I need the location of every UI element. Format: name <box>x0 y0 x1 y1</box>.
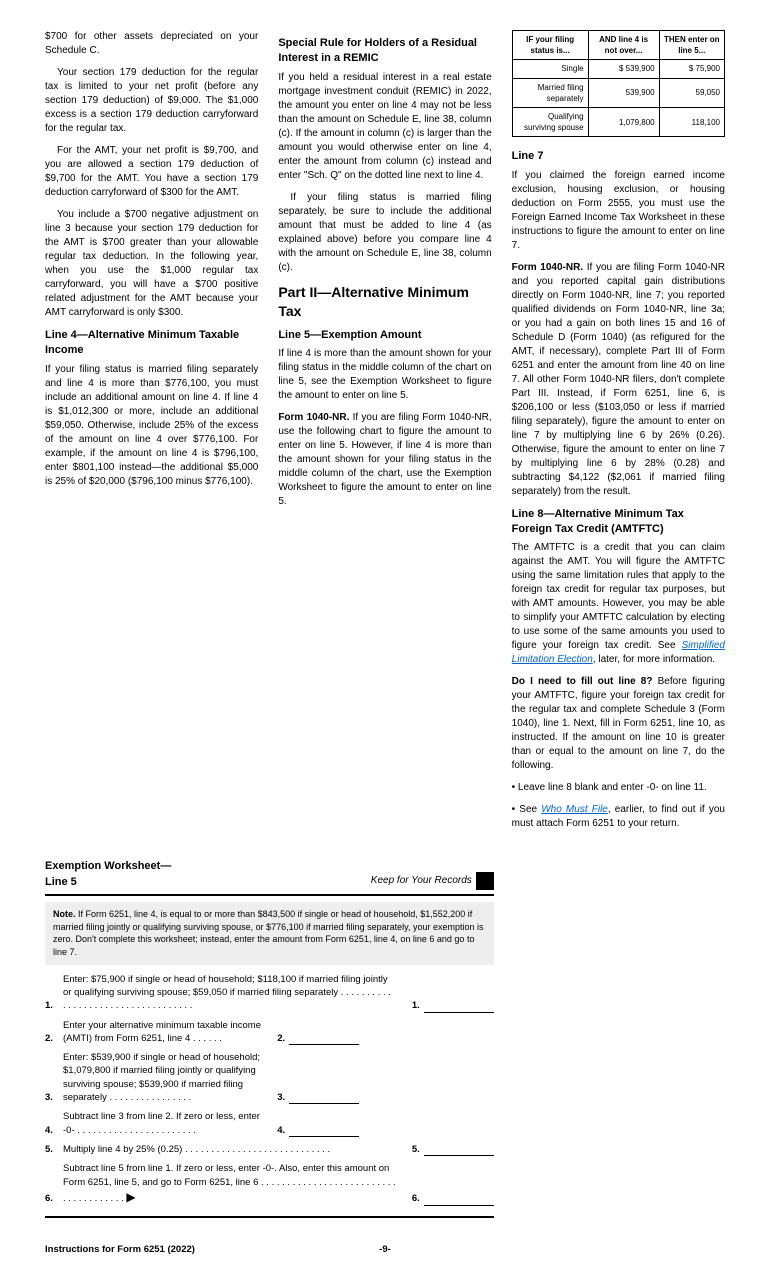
blank-input[interactable] <box>289 1103 359 1104</box>
keep-records: Keep for Your Records <box>371 872 494 890</box>
worksheet-title2: Line 5 <box>45 875 171 890</box>
col1-p2: Your section 179 deduction for the regul… <box>45 66 258 136</box>
who-must-file-link[interactable]: Who Must File <box>541 804 608 815</box>
col2-p1: If you held a residual interest in a rea… <box>278 71 491 183</box>
col2-p3: If line 4 is more than the amount shown … <box>278 347 491 403</box>
col1-p5: If your filing status is married filing … <box>45 363 258 489</box>
heading-line5: Line 5—Exemption Amount <box>278 328 491 343</box>
col3-p2-text: If you are filing Form 1040-NR and you r… <box>512 262 725 497</box>
blank-input[interactable] <box>424 1205 494 1206</box>
table-cell: $ 75,900 <box>659 60 724 78</box>
blank-input[interactable] <box>289 1136 359 1137</box>
worksheet-line-5: 5. Multiply line 4 by 25% (0.25) . . . .… <box>45 1143 494 1156</box>
bullet-2: • See Who Must File, earlier, to find ou… <box>512 803 725 831</box>
form1040nr-label2: Form 1040-NR. <box>512 262 583 273</box>
col2-p4-text: If you are filing Form 1040-NR, use the … <box>278 412 491 507</box>
col3-p2: Form 1040-NR. If you are filing Form 104… <box>512 261 725 499</box>
blank-input[interactable] <box>424 1012 494 1013</box>
exemption-worksheet: Exemption Worksheet— Line 5 Keep for You… <box>45 859 494 1217</box>
worksheet-line-4: 4. Subtract line 3 from line 2. If zero … <box>45 1110 359 1137</box>
footer-page-number: -9- <box>195 1243 575 1256</box>
col3-p4: Do I need to fill out line 8? Before fig… <box>512 675 725 773</box>
column-1: $700 for other assets depreciated on you… <box>45 30 258 839</box>
filing-status-table: IF your filing status is... AND line 4 i… <box>512 30 725 137</box>
heading-line4: Line 4—Alternative Minimum Taxable Incom… <box>45 328 258 359</box>
table-cell: Single <box>512 60 588 78</box>
heading-line8: Line 8—Alternative Minimum Tax Foreign T… <box>512 507 725 538</box>
col3-p1: If you claimed the foreign earned income… <box>512 169 725 253</box>
blank-input[interactable] <box>289 1044 359 1045</box>
table-cell: $ 539,900 <box>588 60 659 78</box>
table-cell: 539,900 <box>588 78 659 107</box>
table-cell: 1,079,800 <box>588 107 659 136</box>
heading-remic: Special Rule for Holders of a Residual I… <box>278 36 491 67</box>
table-cell: Qualifying surviving spouse <box>512 107 588 136</box>
col2-p4: Form 1040-NR. If you are filing Form 104… <box>278 411 491 509</box>
col1-p3: For the AMT, your net profit is $9,700, … <box>45 144 258 200</box>
table-row: Married filing separately 539,900 59,050 <box>512 78 724 107</box>
pencil-icon <box>476 872 494 890</box>
col1-p4: You include a $700 negative adjustment o… <box>45 208 258 320</box>
table-row: Qualifying surviving spouse 1,079,800 11… <box>512 107 724 136</box>
worksheet-line-6: 6. Subtract line 5 from line 1. If zero … <box>45 1162 494 1205</box>
worksheet-line-3: 3. Enter: $539,900 if single or head of … <box>45 1051 359 1104</box>
form1040nr-label: Form 1040-NR. <box>278 412 349 423</box>
table-cell: 118,100 <box>659 107 724 136</box>
col3-p3: The AMTFTC is a credit that you can clai… <box>512 541 725 667</box>
arrow-icon: ▶ <box>126 1190 135 1204</box>
col1-p1: $700 for other assets depreciated on you… <box>45 30 258 58</box>
blank-input[interactable] <box>424 1155 494 1156</box>
table-h2: AND line 4 is not over... <box>588 31 659 60</box>
worksheet-line-1: 1. Enter: $75,900 if single or head of h… <box>45 973 494 1013</box>
worksheet-title1: Exemption Worksheet— <box>45 859 171 874</box>
table-h1: IF your filing status is... <box>512 31 588 60</box>
table-cell: Married filing separately <box>512 78 588 107</box>
worksheet-line-2: 2. Enter your alternative minimum taxabl… <box>45 1019 359 1046</box>
footer-left: Instructions for Form 6251 (2022) <box>45 1243 195 1256</box>
main-columns: $700 for other assets depreciated on you… <box>45 30 725 839</box>
worksheet-divider <box>45 1216 494 1218</box>
heading-part2: Part II—Alternative Minimum Tax <box>278 283 491 322</box>
fill-line8-label: Do I need to fill out line 8? <box>512 676 653 687</box>
heading-line7: Line 7 <box>512 149 725 164</box>
col2-p2: If your filing status is married filing … <box>278 191 491 275</box>
bullet-1: • Leave line 8 blank and enter -0- on li… <box>512 781 725 795</box>
table-h3: THEN enter on line 5... <box>659 31 724 60</box>
column-3: IF your filing status is... AND line 4 i… <box>512 30 725 839</box>
worksheet-header: Exemption Worksheet— Line 5 Keep for You… <box>45 859 494 896</box>
page-footer: Instructions for Form 6251 (2022) -9- <box>45 1243 725 1256</box>
table-row: Single $ 539,900 $ 75,900 <box>512 60 724 78</box>
worksheet-note: Note. If Form 6251, line 4, is equal to … <box>45 902 494 964</box>
table-cell: 59,050 <box>659 78 724 107</box>
column-2: Special Rule for Holders of a Residual I… <box>278 30 491 839</box>
